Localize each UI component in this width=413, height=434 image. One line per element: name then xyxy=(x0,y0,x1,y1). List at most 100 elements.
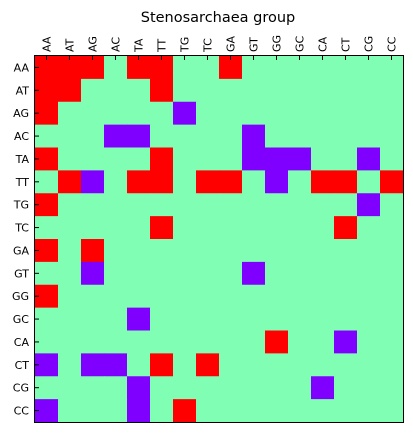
heatmap-cell-ca-ca xyxy=(311,330,335,354)
heatmap-cell-ag-tg xyxy=(173,101,197,126)
heatmap-cell-aa-aa xyxy=(35,56,59,80)
heatmap-cell-tg-ct xyxy=(334,193,358,217)
heatmap-cell-tc-gg xyxy=(265,216,289,240)
heatmap-cell-aa-ta xyxy=(127,56,151,80)
heatmap-cell-ca-tt xyxy=(150,330,174,354)
heatmap-cell-tc-ta xyxy=(127,216,151,240)
heatmap-cell-tt-tt xyxy=(150,170,174,194)
heatmap-cell-tt-cc xyxy=(380,170,404,194)
heatmap-cell-tt-gt xyxy=(242,170,266,194)
x-tick-label: AG xyxy=(87,36,100,52)
y-tick-label: CC xyxy=(14,405,30,418)
heatmap-cell-gt-gg xyxy=(265,261,289,286)
heatmap-cell-tt-aa xyxy=(35,170,59,194)
heatmap-cell-gc-tc xyxy=(196,307,220,331)
heatmap-cell-tt-ac xyxy=(104,170,128,194)
heatmap-cell-tc-gt xyxy=(242,216,266,240)
heatmap-cell-ta-ag xyxy=(81,147,105,171)
heatmap-cell-ta-tc xyxy=(196,147,220,171)
heatmap-cell-ct-tt xyxy=(150,353,174,377)
heatmap-cell-ac-ag xyxy=(81,124,105,148)
heatmap-cell-ga-ct xyxy=(334,239,358,263)
heatmap-cell-gc-gc xyxy=(288,307,312,331)
heatmap-cell-cc-ga xyxy=(219,399,243,423)
x-tick-label: TC xyxy=(202,38,215,53)
x-tick-label: AA xyxy=(41,36,54,52)
plot-frame xyxy=(34,55,404,423)
y-tick-label: GG xyxy=(12,290,29,303)
heatmap-cell-ta-tg xyxy=(173,147,197,171)
heatmap-cell-gt-ga xyxy=(219,261,243,286)
heatmap-cell-cg-ac xyxy=(104,376,128,400)
heatmap-cell-tg-ac xyxy=(104,193,128,217)
x-tick-label: TA xyxy=(133,38,146,53)
heatmap-cell-at-aa xyxy=(35,78,59,103)
heatmap-cell-gc-gt xyxy=(242,307,266,331)
heatmap-cell-ta-ac xyxy=(104,147,128,171)
heatmap-cell-tt-ca xyxy=(311,170,335,194)
y-tick-label: GT xyxy=(14,267,29,280)
heatmap-cell-at-gt xyxy=(242,78,266,103)
heatmap-cell-gc-ct xyxy=(334,307,358,331)
heatmap-cell-cc-tc xyxy=(196,399,220,423)
heatmap-cell-ag-ga xyxy=(219,101,243,126)
heatmap-cell-tc-cg xyxy=(357,216,381,240)
heatmap-cell-cg-tc xyxy=(196,376,220,400)
heatmap-cell-gc-cc xyxy=(380,307,404,331)
heatmap-cell-ca-cg xyxy=(357,330,381,354)
heatmap-cell-tg-tg xyxy=(173,193,197,217)
heatmap-cell-cg-tt xyxy=(150,376,174,400)
heatmap-cell-ta-ca xyxy=(311,147,335,171)
heatmap-cell-cg-aa xyxy=(35,376,59,400)
heatmap-cell-aa-ac xyxy=(104,56,128,80)
y-tick-label: TA xyxy=(15,153,30,166)
y-tick-label: AG xyxy=(13,107,29,120)
heatmap-cell-ac-ga xyxy=(219,124,243,148)
heatmap-cell-aa-gg xyxy=(265,56,289,80)
heatmap-cell-tg-aa xyxy=(35,193,59,217)
heatmap-cell-ca-at xyxy=(58,330,82,354)
heatmap-cell-ct-gc xyxy=(288,353,312,377)
heatmap-cell-tg-ca xyxy=(311,193,335,217)
heatmap-cell-ac-gg xyxy=(265,124,289,148)
heatmap-cell-ac-at xyxy=(58,124,82,148)
heatmap-cell-cc-gt xyxy=(242,399,266,423)
heatmap-cell-ca-ta xyxy=(127,330,151,354)
heatmap-cell-gg-ca xyxy=(311,284,335,309)
heatmap-cell-aa-ca xyxy=(311,56,335,80)
heatmap-cell-at-ca xyxy=(311,78,335,103)
heatmap-cell-gg-tc xyxy=(196,284,220,309)
heatmap-cell-cc-ac xyxy=(104,399,128,423)
heatmap-cell-ct-tg xyxy=(173,353,197,377)
heatmap-cell-ac-tc xyxy=(196,124,220,148)
heatmap-cell-ct-ga xyxy=(219,353,243,377)
heatmap-cell-ca-tg xyxy=(173,330,197,354)
x-tick-label: GT xyxy=(248,37,261,52)
heatmap-cell-ag-aa xyxy=(35,101,59,126)
heatmap-cell-tt-tc xyxy=(196,170,220,194)
heatmap-cell-cc-at xyxy=(58,399,82,423)
heatmap-cell-cg-gg xyxy=(265,376,289,400)
heatmap-cell-gg-cc xyxy=(380,284,404,309)
heatmap-cell-cg-cc xyxy=(380,376,404,400)
heatmap-cell-tg-tt xyxy=(150,193,174,217)
heatmap-cell-tc-ga xyxy=(219,216,243,240)
x-tick-label: GA xyxy=(225,35,238,52)
heatmap-cell-tc-aa xyxy=(35,216,59,240)
heatmap-cell-ct-ag xyxy=(81,353,105,377)
heatmap-cell-ct-tc xyxy=(196,353,220,377)
heatmap-cell-gg-tt xyxy=(150,284,174,309)
heatmap-cell-gt-ag xyxy=(81,261,105,286)
heatmap-cell-tg-gg xyxy=(265,193,289,217)
heatmap-cell-ga-gt xyxy=(242,239,266,263)
heatmap-cell-ga-ga xyxy=(219,239,243,263)
heatmap-cell-ca-ct xyxy=(334,330,358,354)
heatmap-cell-tt-ag xyxy=(81,170,105,194)
heatmap-cell-tg-ta xyxy=(127,193,151,217)
heatmap-cell-tc-tt xyxy=(150,216,174,240)
x-tick-label: TT xyxy=(156,38,169,53)
heatmap-cell-aa-gc xyxy=(288,56,312,80)
heatmap-cell-gc-cg xyxy=(357,307,381,331)
heatmap-cell-cg-ta xyxy=(127,376,151,400)
heatmap-cell-cg-ga xyxy=(219,376,243,400)
